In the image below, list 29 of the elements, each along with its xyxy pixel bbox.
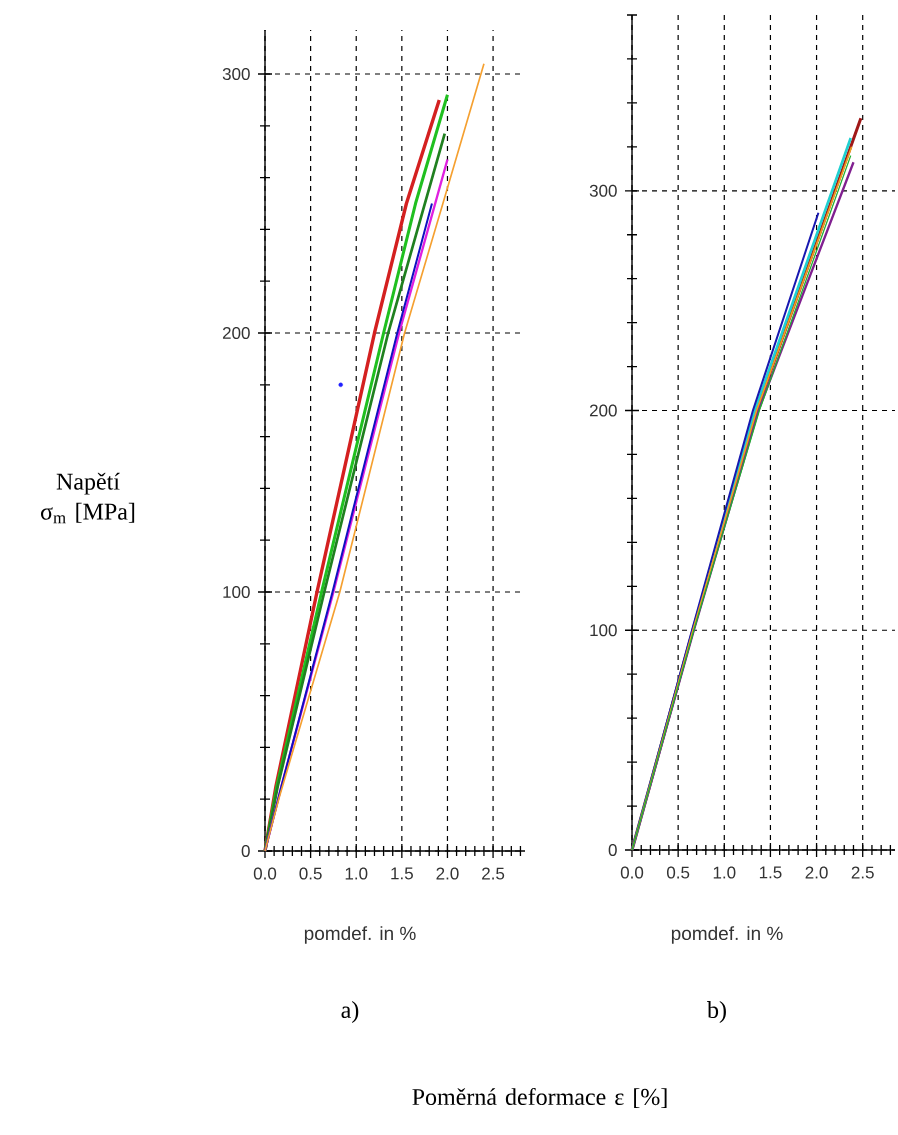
text: b) <box>707 1001 726 1023</box>
y-tick-label: 200 <box>222 326 250 340</box>
line-series <box>264 202 433 852</box>
y-tick-label: 0 <box>608 843 617 857</box>
y-tick-label: 100 <box>223 585 250 599</box>
y-tick-label: 300 <box>589 184 617 197</box>
line-series <box>631 211 820 851</box>
x-tick-label: 2.5 <box>482 867 505 880</box>
x-tick-label: 2.5 <box>851 866 874 879</box>
y-tick-label: 100 <box>590 624 617 637</box>
text: Poměrná deformace ε [%] <box>412 1087 667 1109</box>
x-tick-label: 0.5 <box>299 867 322 880</box>
y-tick-label: 0 <box>241 844 250 858</box>
y-tick-label: 200 <box>589 404 617 417</box>
x-tick-label: 2.0 <box>805 866 828 879</box>
x-tick-label: 0.0 <box>620 866 644 879</box>
y-tick-label: 300 <box>222 68 250 81</box>
x-tick-label: 1.0 <box>345 867 368 880</box>
x-tick-label: 1.5 <box>759 866 782 879</box>
text: a) <box>341 1001 359 1023</box>
x-tick-label: 0.0 <box>253 867 277 880</box>
x-axis-title: pomdef. in % <box>304 926 416 944</box>
y-axis-title: Napětí σ$_{m}$ [MPa] <box>41 472 135 524</box>
x-tick-label: 0.5 <box>666 866 690 879</box>
x-tick-label: 1.5 <box>391 867 413 880</box>
x-tick-label: 2.0 <box>436 867 459 880</box>
line-series <box>264 62 485 852</box>
x-tick-label: 1.0 <box>713 866 736 879</box>
x-axis-title: pomdef. in % <box>671 926 783 944</box>
